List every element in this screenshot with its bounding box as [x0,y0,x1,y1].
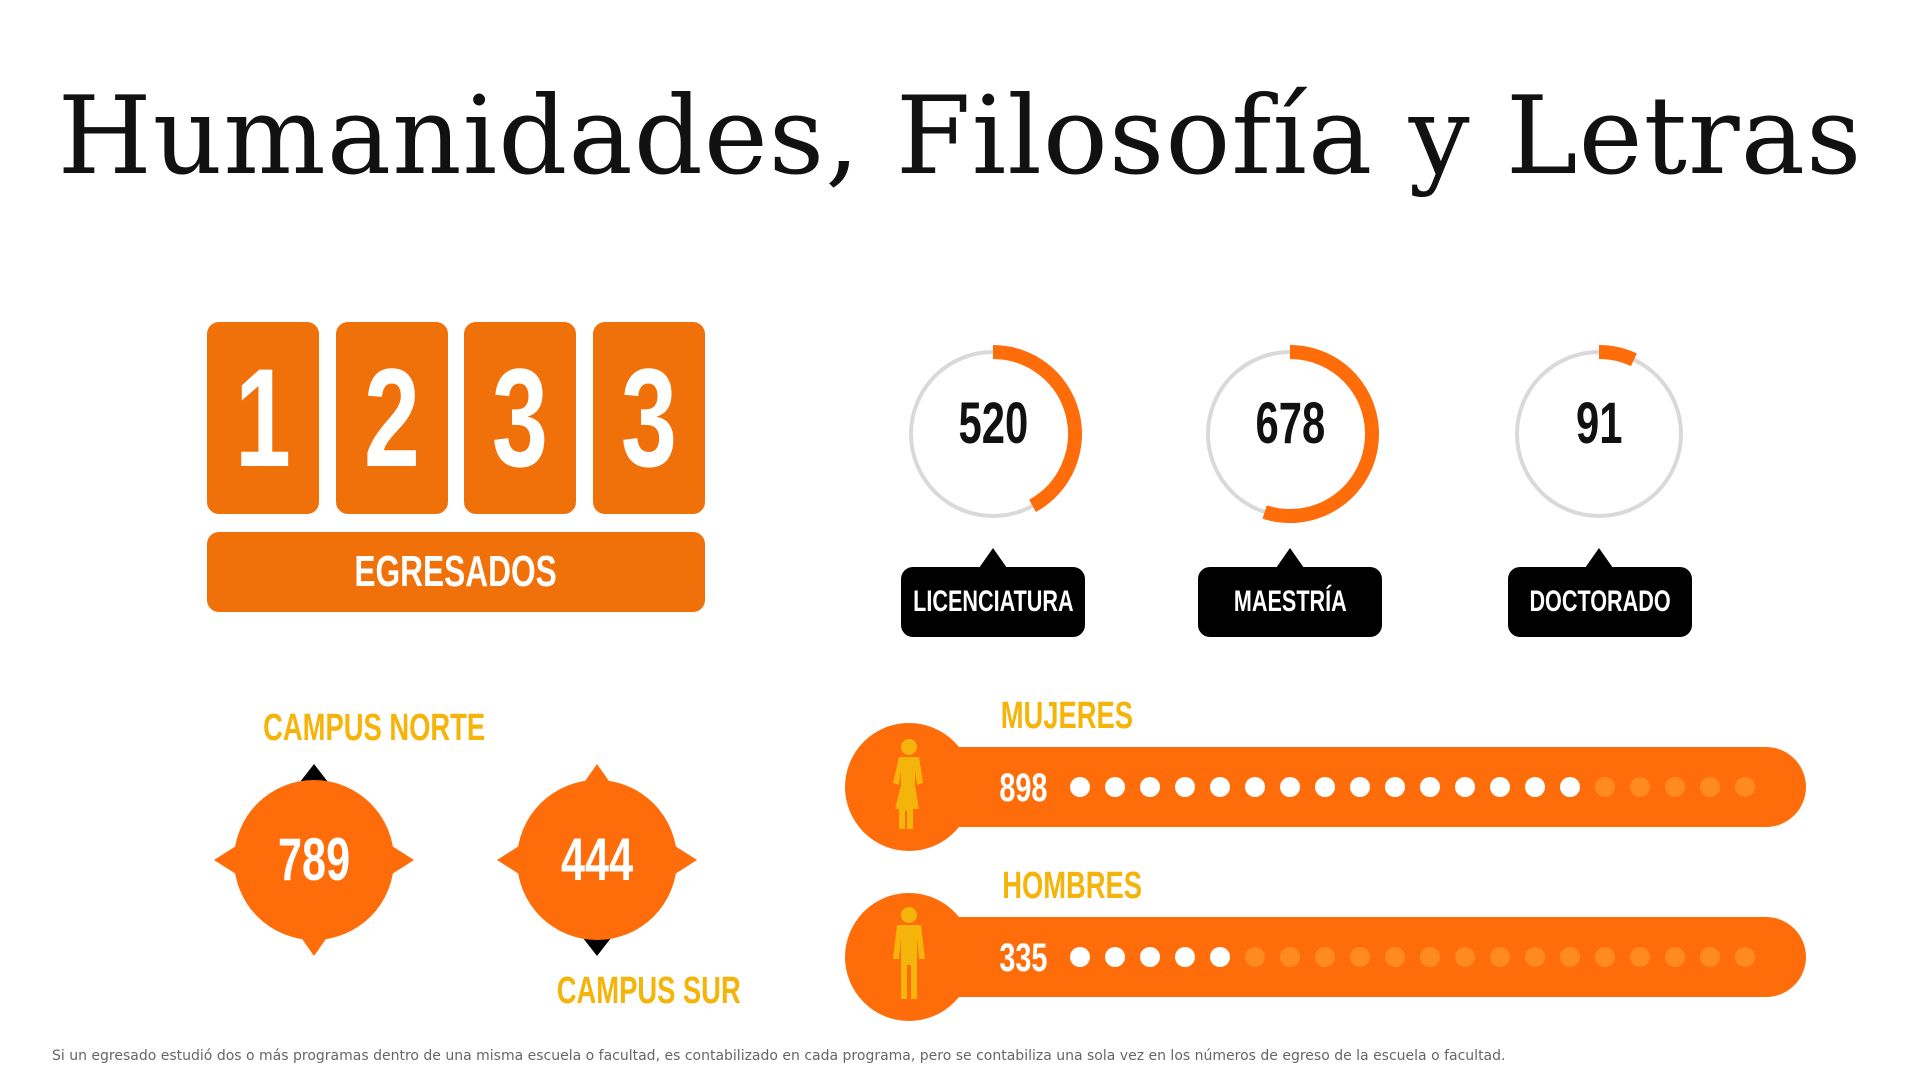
progress-dot [1385,777,1405,797]
level-label: LICENCIATURA [901,567,1085,637]
ring-arc [992,345,1082,512]
hombres-circle [845,893,973,1021]
ring-arc [1262,345,1379,523]
label-pointer [1276,548,1304,568]
counter-digit: 1 [207,322,319,514]
campus-norte-label: CAMPUS NORTE [263,707,486,749]
man-icon [893,907,925,999]
progress-dot [1175,947,1195,967]
progress-dot [1455,777,1475,797]
counter-digit: 3 [593,322,705,514]
progress-dot [1245,947,1265,967]
ring-arc [1598,345,1637,367]
progress-dot [1630,777,1650,797]
progress-dot [1105,947,1125,967]
progress-dot [1280,777,1300,797]
progress-dot [1385,947,1405,967]
progress-dot [1700,777,1720,797]
progress-dot [1105,777,1125,797]
progress-dot [1070,947,1090,967]
progress-dot [1140,777,1160,797]
campus-sur-label: CAMPUS SUR [556,970,741,1012]
progress-dot [1350,947,1370,967]
progress-dot [1595,777,1615,797]
progress-dot [1420,947,1440,967]
woman-icon [893,739,923,829]
progress-dot [1490,947,1510,967]
progress-dot [1350,777,1370,797]
label-pointer [979,548,1007,568]
progress-dot [1560,947,1580,967]
progress-dot [1420,777,1440,797]
progress-dot [1700,947,1720,967]
progress-dot [1280,947,1300,967]
campus-sur-value: 444 [560,826,634,893]
counter-digit: 2 [336,322,448,514]
progress-dot [1490,777,1510,797]
campus-sur-badge [497,764,697,956]
label-pointer [1585,548,1613,568]
footnote: Si un egresado estudió dos o más program… [52,1048,1506,1064]
progress-dot [1665,947,1685,967]
hombres-dots [1070,947,1755,967]
progress-dot [1630,947,1650,967]
campus-norte-value: 789 [277,826,351,893]
mujeres-label: MUJERES [1000,695,1133,737]
progress-dot [1315,777,1335,797]
progress-dot [1735,947,1755,967]
progress-dot [1665,777,1685,797]
level-value: 520 [958,391,1028,456]
progress-dot [1595,947,1615,967]
mujeres-count: 898 [999,766,1048,810]
progress-dot [1245,777,1265,797]
progress-dot [1525,777,1545,797]
graduates-label: EGRESADOS [207,532,705,612]
level-label: DOCTORADO [1508,567,1692,637]
counter-digit: 3 [464,322,576,514]
progress-dot [1140,947,1160,967]
level-value: 91 [1575,391,1623,456]
progress-dot [1210,947,1230,967]
page-title: Humanidades, Filosofía y Letras [57,74,1863,199]
hombres-label: HOMBRES [1002,865,1143,907]
hombres-count: 335 [999,936,1048,980]
progress-dot [1175,777,1195,797]
progress-dot [1070,777,1090,797]
progress-dot [1525,947,1545,967]
progress-ring [1515,345,1683,518]
progress-dot [1560,777,1580,797]
campus-norte-badge [214,764,414,956]
mujeres-dots [1070,777,1755,797]
mujeres-circle [845,723,973,851]
progress-dot [1210,777,1230,797]
progress-dot [1455,947,1475,967]
progress-dot [1315,947,1335,967]
progress-ring [909,345,1082,518]
level-label: MAESTRÍA [1198,567,1382,637]
progress-ring [1206,345,1379,523]
progress-dot [1735,777,1755,797]
level-value: 678 [1255,391,1325,456]
